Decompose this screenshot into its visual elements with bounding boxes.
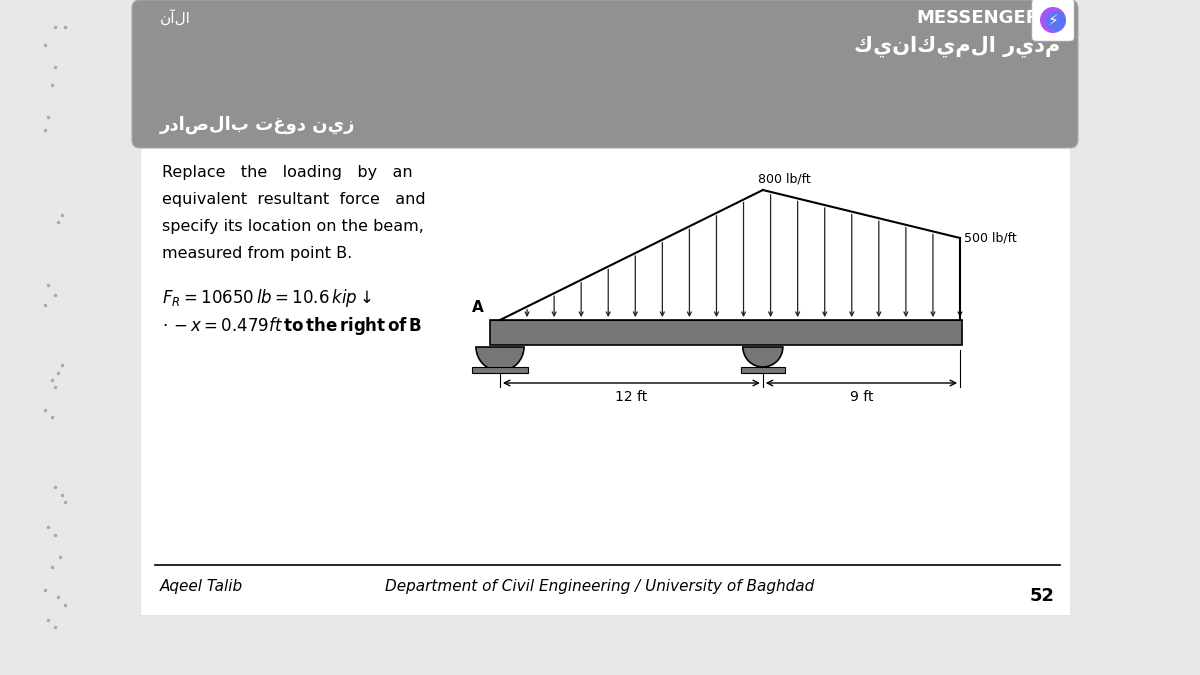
- Wedge shape: [476, 347, 524, 371]
- Text: Department of Civil Engineering / University of Baghdad: Department of Civil Engineering / Univer…: [385, 579, 815, 594]
- Text: Aqeel Talib: Aqeel Talib: [160, 579, 244, 594]
- FancyBboxPatch shape: [132, 0, 1078, 148]
- Text: A: A: [472, 300, 484, 315]
- FancyBboxPatch shape: [1032, 0, 1074, 41]
- Text: measured from point B.: measured from point B.: [162, 246, 353, 261]
- Bar: [490, 320, 962, 345]
- Text: Replace   the   loading   by   an: Replace the loading by an: [162, 165, 413, 180]
- Text: specify its location on the beam,: specify its location on the beam,: [162, 219, 424, 234]
- Bar: [740, 367, 785, 373]
- Text: 52: 52: [1030, 587, 1055, 605]
- Wedge shape: [743, 347, 782, 367]
- Circle shape: [1040, 7, 1066, 33]
- Bar: [472, 367, 528, 373]
- Text: 800 lb/ft: 800 lb/ft: [758, 172, 810, 185]
- Bar: [140, 143, 1070, 615]
- Text: 12 ft: 12 ft: [616, 390, 648, 404]
- Text: كيناكيملا ريدم: كيناكيملا ريدم: [853, 35, 1060, 57]
- Text: equivalent  resultant  force   and: equivalent resultant force and: [162, 192, 426, 207]
- Text: $\cdot\,-x = 0.479ft\,\mathit{\mathbf{to\,the\,right\,of\,B}}$: $\cdot\,-x = 0.479ft\,\mathit{\mathbf{to…: [162, 315, 422, 337]
- Text: 9 ft: 9 ft: [850, 390, 874, 404]
- Text: $F_R = 10650\,lb = 10.6\,kip \downarrow$: $F_R = 10650\,lb = 10.6\,kip \downarrow$: [162, 287, 372, 309]
- Text: 500 lb/ft: 500 lb/ft: [964, 232, 1016, 244]
- Text: MESSENGER: MESSENGER: [917, 9, 1040, 27]
- Text: نآلا: نآلا: [160, 10, 191, 26]
- Text: رداصلاب تغود نيز: رداصلاب تغود نيز: [160, 116, 355, 134]
- Circle shape: [1046, 11, 1066, 31]
- Text: ⚡: ⚡: [1048, 13, 1058, 28]
